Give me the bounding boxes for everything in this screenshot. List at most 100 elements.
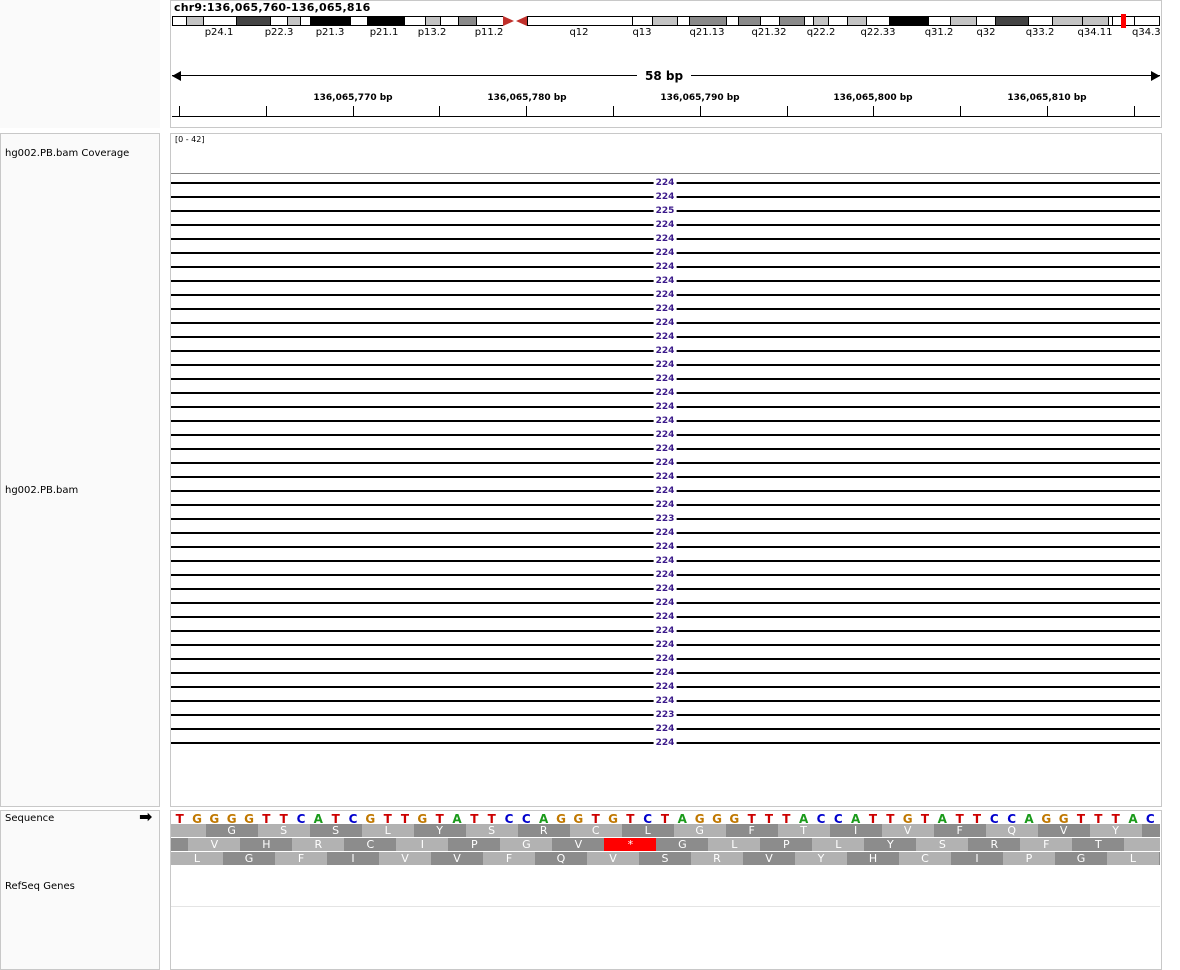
refseq-track-name[interactable]: RefSeq Genes xyxy=(5,881,75,892)
ideogram-band-label: q33.2 xyxy=(1025,27,1055,38)
sequence-base: G xyxy=(1041,812,1052,826)
read-insertion-count: 224 xyxy=(653,346,677,356)
sequence-track-name[interactable]: Sequence xyxy=(5,813,55,824)
ideogram-band xyxy=(976,16,995,26)
ideogram-band xyxy=(310,16,350,26)
ideogram-band-label: q21.13 xyxy=(689,27,725,38)
ruler-tick xyxy=(787,106,788,116)
ruler-tick xyxy=(960,106,961,116)
current-region-marker[interactable] xyxy=(1121,14,1126,28)
amino-acid: C xyxy=(569,824,622,837)
sequence-base: C xyxy=(521,812,531,826)
sequence-base: G xyxy=(365,812,376,826)
ideogram-band xyxy=(652,16,677,26)
sequence-base: G xyxy=(712,812,722,826)
read-insertion-count: 224 xyxy=(653,234,677,244)
ideogram-band xyxy=(404,16,425,26)
ideogram-band xyxy=(458,16,476,26)
refseq-track-separator xyxy=(171,906,1160,907)
ideogram-band-label: p11.2 xyxy=(474,27,504,38)
ideogram-band xyxy=(1052,16,1082,26)
amino-acid: S xyxy=(639,852,691,865)
amino-acid: S xyxy=(257,824,310,837)
read-insertion-count: 224 xyxy=(653,444,677,454)
sequence-base: G xyxy=(192,812,202,826)
ideogram-end xyxy=(1159,16,1160,26)
read-insertion-count: 225 xyxy=(653,206,677,216)
sequence-base: T xyxy=(470,812,479,826)
ideogram-band xyxy=(866,16,889,26)
ideogram-band-label: q21.32 xyxy=(751,27,787,38)
ideogram-band-label: q31.2 xyxy=(924,27,954,38)
read-insertion-count: 224 xyxy=(653,430,677,440)
sequence-base: G xyxy=(902,812,913,826)
amino-acid: F xyxy=(933,824,986,837)
ideogram-band xyxy=(760,16,779,26)
sequence-base: T xyxy=(747,812,756,826)
amino-acid: V xyxy=(188,838,241,851)
read-insertion-count: 224 xyxy=(653,542,677,552)
read-insertion-count: 224 xyxy=(653,668,677,678)
amino-acid: L xyxy=(621,824,674,837)
read-insertion-count: 223 xyxy=(653,710,677,720)
read-insertion-count: 224 xyxy=(653,472,677,482)
sequence-base: T xyxy=(400,812,410,826)
sequence-base: T xyxy=(487,812,496,826)
amino-acid: L xyxy=(171,852,223,865)
read-insertion-count: 224 xyxy=(653,612,677,622)
read-insertion-count: 224 xyxy=(653,360,677,370)
amino-acid: P xyxy=(448,838,501,851)
sequence-base: G xyxy=(244,812,254,826)
data-panel[interactable] xyxy=(170,133,1162,807)
read-insertion-count: 224 xyxy=(653,556,677,566)
ideogram-band xyxy=(804,16,813,26)
amino-acid: Y xyxy=(413,824,466,837)
read-insertion-count: 224 xyxy=(653,584,677,594)
amino-acid: H xyxy=(240,838,293,851)
ruler-right-arrow xyxy=(1151,71,1160,81)
read-insertion-count: 224 xyxy=(653,598,677,608)
sequence-base: T xyxy=(591,812,600,826)
amino-acid: R xyxy=(968,838,1021,851)
ruler-tick xyxy=(179,106,180,116)
ruler-tick xyxy=(613,106,614,116)
ruler-left-arrow xyxy=(172,71,181,81)
sequence-base: T xyxy=(886,812,895,826)
ideogram-band-label: q13 xyxy=(632,27,652,38)
read-insertion-count: 224 xyxy=(653,304,677,314)
sequence-base: A xyxy=(539,812,549,826)
ruler-tick xyxy=(1047,106,1048,116)
amino-acid: F xyxy=(725,824,778,837)
sequence-base: A xyxy=(799,812,809,826)
ideogram-band xyxy=(425,16,440,26)
ideogram-band xyxy=(889,16,928,26)
amino-acid: Y xyxy=(1089,824,1142,837)
ideogram-band-label: q34.11 xyxy=(1077,27,1113,38)
amino-acid: Y xyxy=(864,838,917,851)
amino-acid: V xyxy=(743,852,795,865)
read-insertion-count: 224 xyxy=(653,654,677,664)
read-insertion-count: 224 xyxy=(653,486,677,496)
centromere-left-icon xyxy=(503,16,514,26)
amino-acid: G xyxy=(1055,852,1107,865)
ideogram-band xyxy=(1134,16,1160,26)
strand-arrow-icon[interactable]: ➡ xyxy=(139,807,153,826)
sequence-base: A xyxy=(452,812,462,826)
read-insertion-count: 224 xyxy=(653,416,677,426)
amino-acid: R xyxy=(691,852,743,865)
amino-acid: F xyxy=(1020,838,1073,851)
amino-acid: G xyxy=(673,824,726,837)
read-insertion-count: 224 xyxy=(653,528,677,538)
ideogram-band xyxy=(828,16,847,26)
amino-acid: V xyxy=(552,838,605,851)
sequence-base: G xyxy=(729,812,740,826)
ideogram-band xyxy=(350,16,367,26)
amino-acid: V xyxy=(587,852,639,865)
read-insertion-count: 224 xyxy=(653,570,677,580)
amino-acid: * xyxy=(604,838,657,851)
alignment-track-name[interactable]: hg002.PB.bam xyxy=(5,485,79,496)
ideogram-band xyxy=(1028,16,1052,26)
coverage-track-name[interactable]: hg002.PB.bam Coverage xyxy=(5,148,130,159)
amino-acid: L xyxy=(361,824,414,837)
sequence-base: T xyxy=(868,812,878,826)
